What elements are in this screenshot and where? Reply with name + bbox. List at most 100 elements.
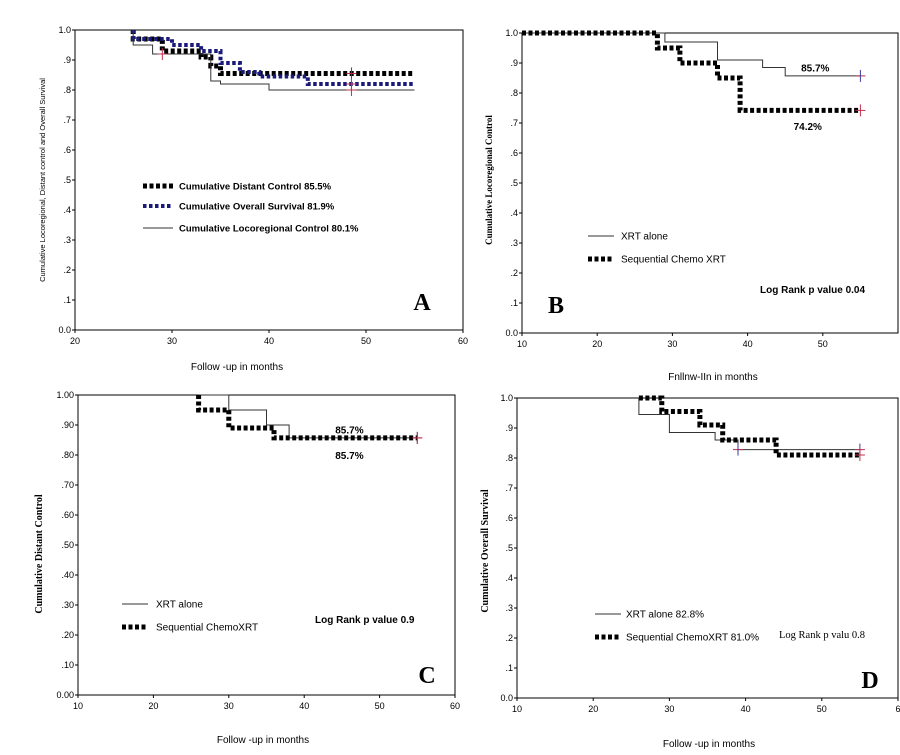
x-axis-label: Follow -up in months <box>663 739 755 750</box>
y-tick-label: .1 <box>510 298 518 308</box>
series-line-0 <box>522 32 861 77</box>
x-tick-label: 40 <box>299 701 309 711</box>
x-tick-label: 50 <box>818 339 828 349</box>
y-tick-label: .70 <box>61 480 74 490</box>
legend-label-0: Cumulative Distant Control 85.5% <box>179 182 332 193</box>
x-tick-label: 50 <box>361 336 371 346</box>
y-tick-label: .30 <box>61 600 74 610</box>
legend-label-0: XRT alone <box>156 600 203 611</box>
panel-a: 0.0 .1 .2 .3 .4 .5 .6 .7 .8 .9 1.0 20 30 40 50 60 Follow… <box>38 25 468 373</box>
x-tick-label: 20 <box>70 336 80 346</box>
x-tick-label: 6 <box>895 704 900 714</box>
x-tick-label: 40 <box>264 336 274 346</box>
y-tick-label: 0.00 <box>56 690 74 700</box>
x-tick-label: 40 <box>743 339 753 349</box>
x-tick-label: 50 <box>817 704 827 714</box>
x-tick-label: 50 <box>375 701 385 711</box>
y-axis-label: Cumulative Distant Control <box>34 494 45 613</box>
series-line-1 <box>638 395 860 458</box>
y-tick-label: .8 <box>510 88 518 98</box>
y-tick-label: .20 <box>61 630 74 640</box>
y-tick-label: 1.00 <box>56 390 74 400</box>
y-tick-label: 0.0 <box>58 325 71 335</box>
y-tick-label: .90 <box>61 420 74 430</box>
log-rank-annotation: Log Rank p valu 0.8 <box>779 630 865 641</box>
plot-frame <box>516 397 899 699</box>
log-rank-annotation: Log Rank p value 0.9 <box>315 615 415 626</box>
x-tick-label: 20 <box>148 701 158 711</box>
x-tick-label: 10 <box>73 701 83 711</box>
panel-d: 0.0 .1 .2 .3 .4 .5 .6 .7 .8 .9 1.0 10 20 30 40 50 6 Follo… <box>480 393 900 750</box>
y-tick-label: .2 <box>63 265 71 275</box>
y-tick-label: .1 <box>63 295 71 305</box>
x-axis-label: Follow -up in months <box>191 362 283 373</box>
y-axis-label: Cumulative Locoregional Control <box>484 115 494 245</box>
x-tick-label: 20 <box>588 704 598 714</box>
y-tick-label: .1 <box>505 663 513 673</box>
y-tick-label: .6 <box>510 148 518 158</box>
y-tick-label: .2 <box>505 633 513 643</box>
y-tick-label: .4 <box>510 208 518 218</box>
series-line-0 <box>198 394 418 439</box>
data-label: 85.7% <box>335 426 363 437</box>
y-tick-label: .7 <box>510 118 518 128</box>
y-tick-label: .3 <box>505 603 513 613</box>
y-tick-label: .40 <box>61 570 74 580</box>
y-tick-label: 1.0 <box>58 25 71 35</box>
y-tick-label: .50 <box>61 540 74 550</box>
legend-label-1: Sequential ChemoXRT 81.0% <box>626 633 759 644</box>
x-tick-label: 10 <box>517 339 527 349</box>
legend-label-1: Sequential Chemo XRT <box>621 255 726 266</box>
y-tick-label: 0.0 <box>500 693 513 703</box>
y-tick-label: .3 <box>510 238 518 248</box>
y-tick-label: .9 <box>510 58 518 68</box>
y-tick-label: .5 <box>510 178 518 188</box>
series-line-1 <box>131 30 415 86</box>
data-label: 74.2% <box>794 122 822 133</box>
y-tick-label: .9 <box>505 423 513 433</box>
y-tick-label: 1.0 <box>505 28 518 38</box>
x-tick-label: 30 <box>667 339 677 349</box>
y-tick-label: .5 <box>63 175 71 185</box>
x-tick-label: 30 <box>664 704 674 714</box>
panel-letter: A <box>413 290 431 316</box>
y-tick-label: .4 <box>63 205 71 215</box>
y-tick-label: .8 <box>505 453 513 463</box>
data-label: 85.7% <box>335 451 363 462</box>
x-tick-label: 60 <box>450 701 460 711</box>
series-line-1 <box>196 395 418 441</box>
y-tick-label: .7 <box>63 115 71 125</box>
panel-letter: D <box>861 668 878 694</box>
series-line-0 <box>130 30 415 76</box>
legend-label-2: Cumulative Locoregional Control 80.1% <box>179 224 359 235</box>
x-tick-label: 60 <box>458 336 468 346</box>
y-tick-label: .10 <box>61 660 74 670</box>
y-tick-label: .4 <box>505 573 513 583</box>
panel-letter: C <box>418 663 435 689</box>
x-tick-label: 30 <box>167 336 177 346</box>
x-tick-label: 30 <box>224 701 234 711</box>
x-tick-label: 40 <box>741 704 751 714</box>
y-tick-label: .7 <box>505 483 513 493</box>
legend-label-1: Cumulative Overall Survival 81.9% <box>179 202 335 213</box>
y-tick-label: .2 <box>510 268 518 278</box>
panel-c: 0.00 .10 .20 .30 .40 .50 .60 .70 .80 .90 1.00 10 20 3… <box>34 390 460 746</box>
y-tick-label: .80 <box>61 450 74 460</box>
x-axis-label: Follow -up in months <box>217 735 309 746</box>
panel-b: 0.0 .1 .2 .3 .4 .5 .6 .7 .8 .9 1.0 10 20 30 40 50 Fnllnw… <box>484 28 899 383</box>
y-tick-label: .6 <box>505 513 513 523</box>
legend-label-0: XRT alone 82.8% <box>626 610 704 621</box>
y-tick-label: .6 <box>63 145 71 155</box>
legend-label-1: Sequential ChemoXRT <box>156 623 258 634</box>
data-label: 85.7% <box>801 64 829 75</box>
y-tick-label: 0.0 <box>505 328 518 338</box>
log-rank-annotation: Log Rank p value 0.04 <box>760 285 865 296</box>
y-tick-label: .5 <box>505 543 513 553</box>
y-tick-label: 1.0 <box>500 393 513 403</box>
y-axis-label: Cumulative Locoregional, Distant control… <box>38 78 47 282</box>
y-tick-label: .3 <box>63 235 71 245</box>
x-tick-label: 10 <box>512 704 522 714</box>
series-line-2 <box>132 30 415 91</box>
y-tick-label: .60 <box>61 510 74 520</box>
